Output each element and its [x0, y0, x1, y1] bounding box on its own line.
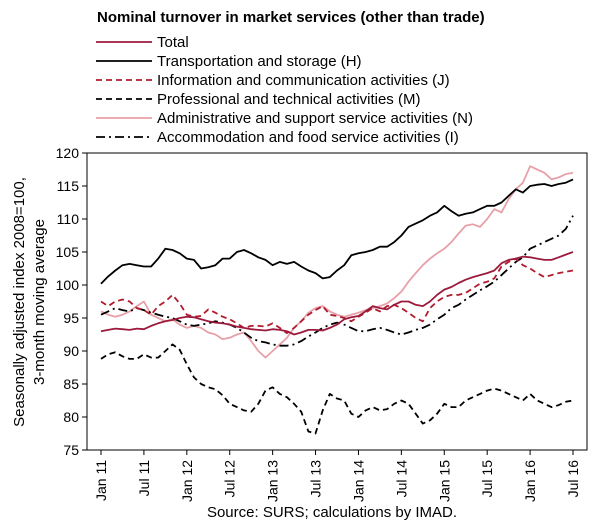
- series-line-5: [100, 215, 574, 347]
- series-group: [100, 165, 574, 435]
- y-tick-label: 75: [63, 442, 79, 458]
- series-line-0: [100, 251, 574, 336]
- y-tick-label: 105: [56, 244, 80, 260]
- y-tick-label: 115: [57, 178, 80, 194]
- x-tick-label: Jul 11: [136, 460, 152, 497]
- x-tick-label: Jul 14: [393, 460, 409, 498]
- x-tick-label: Jan 13: [265, 460, 281, 502]
- chart-title: Nominal turnover in market services (oth…: [97, 9, 485, 26]
- x-tick-label: Jul 13: [308, 460, 324, 498]
- x-tick-label: Jan 11: [93, 460, 109, 501]
- plot-frame: [86, 152, 588, 451]
- y-axis-label-line-1: Seasonally adjusted index 2008=100,: [11, 177, 28, 427]
- x-tick-label: Jan 16: [522, 460, 538, 502]
- series-line-3: [100, 343, 574, 435]
- legend-label-1: Transportation and storage (H): [157, 53, 362, 70]
- y-tick-label: 100: [56, 277, 80, 293]
- y-tick-label: 90: [63, 343, 79, 359]
- x-tick-label: Jan 12: [179, 460, 195, 502]
- series-line-2: [100, 257, 574, 335]
- x-tick-label: Jan 14: [350, 460, 366, 502]
- y-axis-label-line-2: 3-month moving average: [31, 219, 48, 385]
- x-tick-label: Jul 15: [479, 460, 495, 498]
- series-line-1: [100, 178, 574, 285]
- legend: Total Transportation and storage (H) Infor…: [96, 34, 473, 146]
- x-tick-label: Jul 12: [222, 460, 238, 498]
- y-tick-label: 110: [57, 211, 80, 227]
- legend-label-3: Professional and technical activities (M…: [157, 91, 420, 108]
- y-tick-label: 120: [56, 145, 80, 161]
- legend-label-5: Accommodation and food service activitie…: [157, 129, 459, 146]
- series-line-4: [100, 165, 574, 359]
- legend-label-4: Administrative and support service activ…: [157, 110, 473, 127]
- x-axis: Jan 11 Jul 11 Jan 12 Jul 12 Jan 13 Jul 13 Jan …: [93, 450, 581, 502]
- legend-label-0: Total: [157, 34, 189, 51]
- y-axis: 75 80 85 90 95 100 105 110 115 120: [56, 145, 87, 458]
- source-note: Source: SURS; calculations by IMAD.: [207, 504, 457, 521]
- x-tick-label: Jul 16: [565, 460, 581, 498]
- x-tick-label: Jan 15: [436, 460, 452, 502]
- y-axis-label: Seasonally adjusted index 2008=100, 3-mo…: [11, 177, 48, 427]
- legend-label-2: Information and communication activities…: [157, 72, 450, 89]
- y-tick-label: 80: [63, 409, 79, 425]
- y-tick-label: 95: [63, 310, 79, 326]
- y-tick-label: 85: [63, 376, 79, 392]
